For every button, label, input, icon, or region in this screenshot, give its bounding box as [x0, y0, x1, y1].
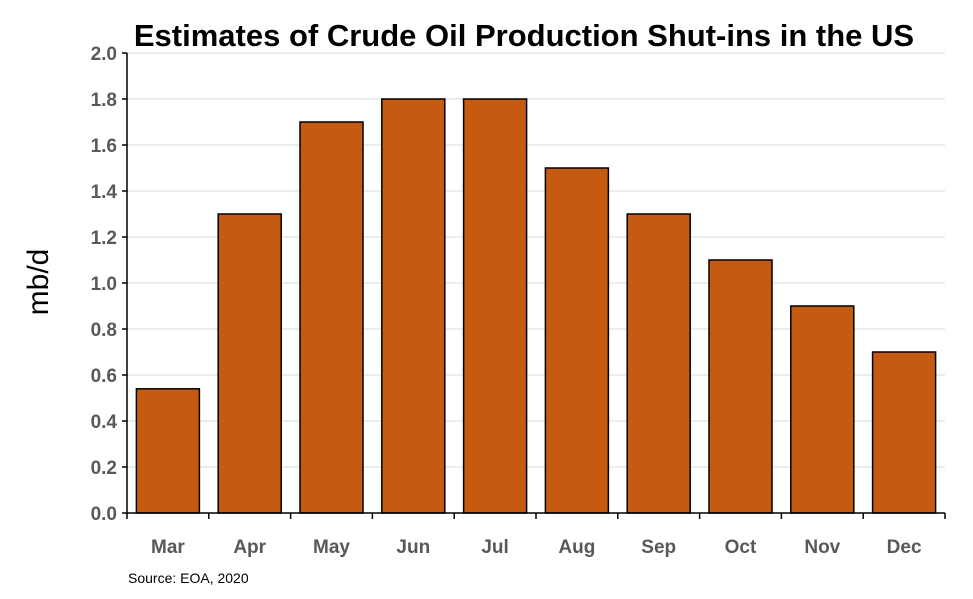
bar-mar	[135, 388, 201, 514]
x-tick-label: Nov	[804, 537, 840, 558]
y-tick-label: 0.0	[91, 504, 117, 525]
y-axis-label: mb/d	[22, 249, 55, 316]
chart-title: Estimates of Crude Oil Production Shut-i…	[134, 18, 914, 53]
y-tick-label: 0.2	[91, 458, 117, 479]
x-tick-label: Jun	[396, 537, 430, 558]
x-tick-label: May	[313, 537, 350, 558]
bar-oct	[708, 259, 773, 514]
bars	[135, 98, 937, 514]
bar-apr	[217, 213, 282, 514]
x-tick-label: Dec	[887, 537, 922, 558]
x-tick-labels: Mar Apr May Jun Jul Aug Sep Oct Nov Dec	[151, 537, 922, 558]
y-tick-label: 0.8	[91, 320, 117, 341]
bar-jul	[462, 98, 528, 514]
bar-nov	[790, 305, 855, 514]
x-tick-label: Oct	[725, 537, 757, 558]
x-tick-label: Mar	[151, 537, 185, 558]
x-tick-label: Jul	[481, 537, 508, 558]
y-tick-label: 0.6	[91, 366, 117, 387]
y-tick-labels: 0.0 0.2 0.4 0.6 0.8 1.0 1.2 1.4 1.6 1.8 2.0	[91, 44, 118, 525]
bar-may	[299, 121, 364, 514]
y-tick-label: 1.4	[91, 182, 118, 203]
y-tick-label: 1.8	[91, 90, 117, 111]
axes	[122, 52, 946, 519]
y-tick-label: 1.0	[91, 274, 117, 295]
y-tick-label: 0.4	[91, 412, 118, 433]
x-tick-label: Sep	[641, 537, 676, 558]
x-tick-label: Aug	[558, 537, 595, 558]
bar-jun	[381, 98, 446, 514]
bar-aug	[544, 167, 610, 514]
y-tick-label: 1.6	[91, 136, 117, 157]
source-note: Source: EOA, 2020	[128, 570, 249, 586]
x-tick-label: Apr	[233, 537, 266, 558]
y-tick-label: 1.2	[91, 228, 117, 249]
bar-sep	[626, 213, 691, 514]
y-tick-label: 2.0	[91, 44, 117, 65]
bar-dec	[871, 351, 937, 514]
